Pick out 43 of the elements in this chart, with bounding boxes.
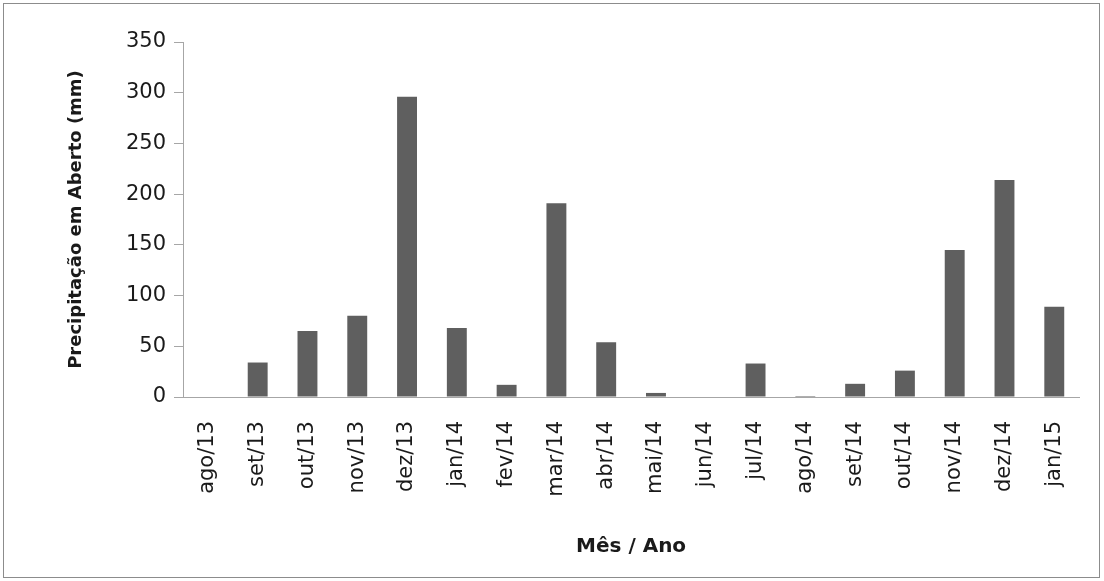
x-tick-label: set/13 [244, 421, 269, 487]
bar [646, 392, 666, 397]
bar [247, 362, 268, 397]
x-axis-title: Mês / Ano [576, 533, 687, 558]
bar [944, 249, 965, 397]
bar [546, 203, 567, 397]
x-tick-label: jan/15 [1040, 421, 1065, 488]
bar [446, 328, 467, 397]
x-tick-label: nov/14 [941, 421, 966, 494]
x-tick-label: nov/13 [343, 421, 368, 494]
bar [994, 179, 1015, 397]
y-tick-label: 0 [152, 383, 166, 408]
bar [347, 315, 368, 397]
bar [596, 342, 617, 397]
x-tick-label: fev/14 [493, 421, 518, 488]
bar [1044, 306, 1065, 397]
y-tick-label: 100 [125, 282, 166, 307]
x-tick-label: set/14 [841, 421, 866, 487]
bar [397, 96, 417, 397]
x-tick-label: jun/14 [692, 421, 717, 489]
x-tick-label: jan/14 [443, 421, 468, 488]
x-tick-label: mar/14 [542, 421, 567, 497]
y-axis-title: Precipitação em Aberto (mm) [64, 70, 86, 369]
y-tick-label: 300 [125, 79, 166, 104]
x-tick-label: ago/13 [194, 421, 219, 494]
x-tick-label: jul/14 [742, 421, 766, 481]
x-tick-label: mai/14 [642, 421, 667, 494]
y-tick-label: 250 [125, 129, 166, 154]
bar [745, 363, 766, 397]
x-tick-label: abr/14 [592, 421, 617, 490]
x-tick-label: out/13 [293, 421, 318, 490]
bar [496, 384, 517, 397]
x-tick-label: ago/14 [791, 421, 816, 494]
bar [297, 331, 318, 397]
bar [845, 383, 866, 397]
x-tick-label: out/14 [891, 421, 916, 490]
x-tick-label: dez/13 [393, 421, 418, 493]
y-tick-label: 150 [125, 231, 166, 256]
y-tick-label: 50 [139, 332, 166, 357]
x-tick-label: dez/14 [990, 421, 1015, 493]
y-tick-label: 350 [125, 28, 166, 53]
y-tick-label: 200 [125, 180, 166, 205]
bar [894, 370, 915, 397]
